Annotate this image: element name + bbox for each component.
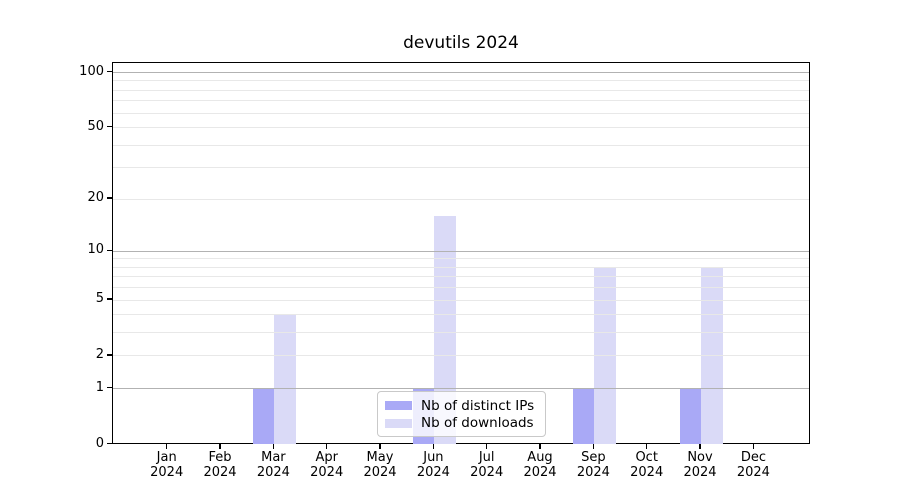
x-tick-label-oct: Oct 2024 [630, 449, 664, 481]
gridline-2 [113, 355, 809, 357]
x-tick-mark-may [379, 444, 381, 450]
legend-item-downloads: Nb of downloads [385, 415, 538, 433]
x-tick-mark-jul [485, 444, 488, 450]
x-tick-mark-apr [325, 444, 328, 450]
y-tick-label-0: 0 [95, 435, 104, 451]
y-tick-mark-1 [107, 386, 112, 389]
legend-label-downloads: Nb of downloads [421, 415, 534, 432]
plot-area: Nb of distinct IPs Nb of downloads [112, 62, 810, 445]
chart-title: devutils 2024 [403, 33, 519, 53]
x-tick-mark-jun [432, 444, 435, 450]
gridline-9 [113, 258, 809, 260]
x-tick-mark-aug [539, 444, 541, 450]
x-tick-label-jul: Jul 2024 [470, 449, 504, 481]
bar-distinct-ips-mar [252, 388, 275, 445]
gridline-8 [113, 266, 809, 268]
legend-swatch-distinct-ips [385, 401, 412, 411]
bar-distinct-ips-sep [572, 388, 595, 445]
gridline-40 [113, 144, 809, 146]
y-tick-label-5: 5 [95, 291, 104, 307]
legend-swatch-downloads [385, 418, 412, 428]
y-tick-label-100: 100 [79, 63, 104, 79]
y-tick-label-10: 10 [87, 242, 104, 258]
gridline-80 [113, 89, 809, 91]
bar-downloads-jun [434, 216, 456, 445]
gridline-7 [113, 276, 809, 278]
y-tick-mark-20 [107, 197, 112, 199]
y-tick-mark-2 [107, 354, 112, 356]
x-tick-mark-nov [699, 444, 701, 450]
x-tick-label-sep: Sep 2024 [576, 449, 610, 481]
x-tick-mark-mar [272, 444, 275, 450]
x-tick-label-apr: Apr 2024 [310, 449, 344, 481]
y-tick-label-50: 50 [87, 118, 104, 134]
y-tick-mark-10 [107, 249, 112, 252]
gridline-100 [113, 72, 809, 74]
legend-item-distinct-ips: Nb of distinct IPs [385, 397, 538, 415]
gridline-5 [113, 299, 809, 301]
gridline-30 [113, 167, 809, 169]
x-tick-label-feb: Feb 2024 [203, 449, 237, 481]
x-tick-label-may: May 2024 [363, 449, 397, 481]
y-tick-label-1: 1 [95, 379, 104, 395]
bar-distinct-ips-nov [679, 388, 701, 445]
y-tick-mark-50 [107, 125, 112, 128]
gridline-3 [113, 332, 809, 334]
gridline-1 [113, 388, 809, 390]
x-tick-mark-oct [645, 444, 648, 450]
gridline-4 [113, 314, 809, 316]
x-tick-label-nov: Nov 2024 [683, 449, 717, 481]
x-tick-label-jun: Jun 2024 [416, 449, 450, 481]
x-tick-mark-jan [165, 444, 168, 450]
x-tick-label-mar: Mar 2024 [256, 449, 290, 481]
legend-label-distinct-ips: Nb of distinct IPs [421, 397, 535, 414]
x-tick-label-jan: Jan 2024 [150, 449, 184, 481]
gridline-60 [113, 112, 809, 114]
x-tick-label-dec: Dec 2024 [736, 449, 770, 481]
y-tick-mark-0 [107, 442, 112, 445]
y-tick-mark-100 [107, 70, 112, 73]
x-tick-label-aug: Aug 2024 [523, 449, 557, 481]
x-tick-mark-sep [592, 444, 595, 450]
legend: Nb of distinct IPs Nb of downloads [377, 391, 546, 437]
gridline-20 [113, 198, 809, 200]
gridline-10 [113, 250, 809, 252]
gridline-70 [113, 100, 809, 102]
x-tick-mark-feb [219, 444, 221, 450]
y-tick-mark-5 [107, 298, 112, 300]
gridline-6 [113, 287, 809, 289]
gridline-50 [113, 127, 809, 129]
x-tick-mark-dec [752, 444, 755, 450]
y-tick-label-2: 2 [95, 346, 104, 362]
gridline-90 [113, 80, 809, 82]
bar-downloads-mar [274, 314, 296, 445]
y-tick-label-20: 20 [87, 190, 104, 206]
